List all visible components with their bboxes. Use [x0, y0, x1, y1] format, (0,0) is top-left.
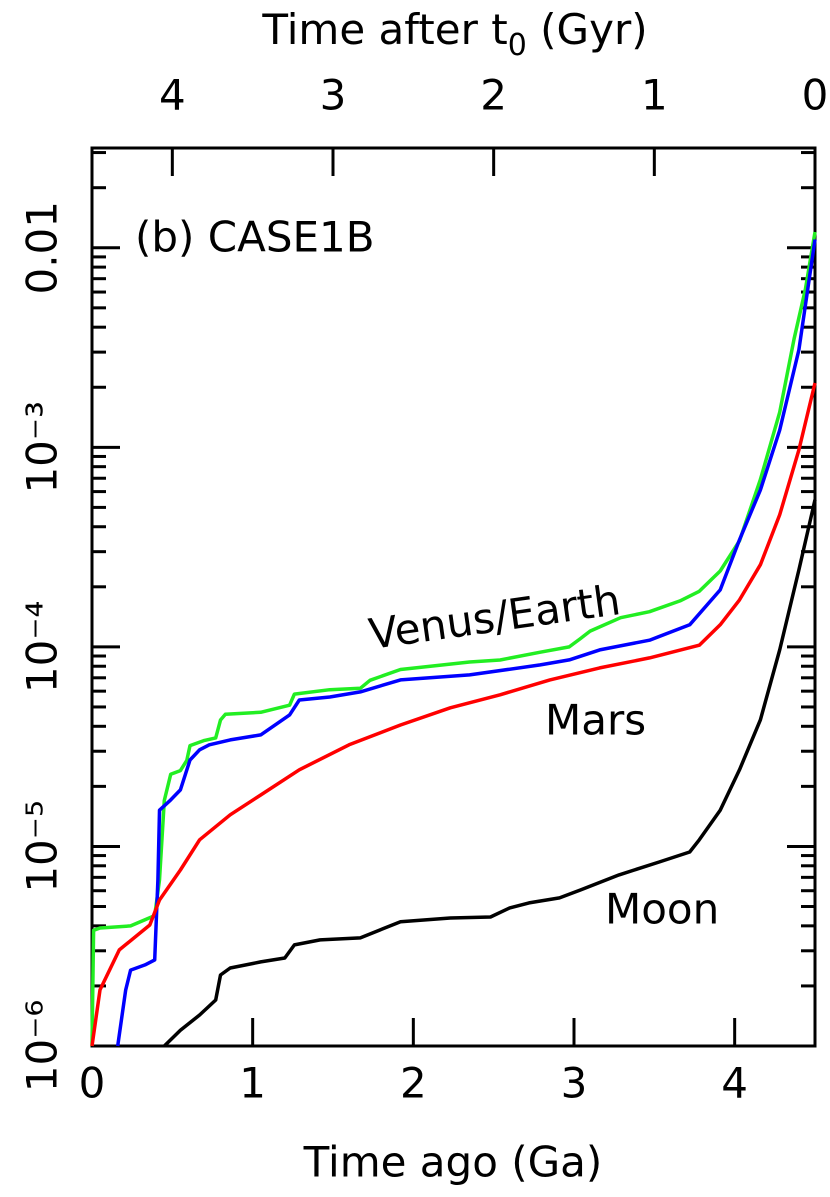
y-tick-label: 10⁻⁶	[18, 1000, 67, 1092]
series-line	[90, 382, 817, 1047]
series-line	[163, 499, 817, 1048]
top-tick-label: 3	[320, 71, 347, 120]
y-tick-label: 0.01	[18, 201, 67, 295]
series-label: Mars	[545, 696, 646, 745]
x-tick-label: 2	[400, 1059, 427, 1108]
panel-label: (b) CASE1B	[135, 213, 375, 262]
plot-frame	[90, 146, 817, 1048]
series-line	[90, 231, 817, 1047]
top-axis-label-subscript: 0	[508, 28, 527, 63]
series-line	[115, 239, 817, 1047]
y-tick-label: 10⁻⁵	[18, 800, 67, 892]
series-label: Venus/Earth	[366, 575, 624, 659]
top-tick-label: 4	[159, 71, 186, 120]
top-axis-label: Time after t0 (Gyr)	[261, 5, 647, 63]
x-tick-label: 4	[721, 1059, 748, 1108]
top-axis-label-part: (Gyr)	[527, 5, 648, 54]
x-tick-label: 1	[239, 1059, 266, 1108]
y-tick-label: 10⁻⁴	[18, 601, 67, 693]
x-tick-label: 0	[79, 1059, 106, 1108]
x-tick-label: 3	[561, 1059, 588, 1108]
top-axis-label-part: Time after t	[261, 5, 507, 54]
y-tick-label: 10⁻³	[18, 401, 67, 493]
top-tick-label: 1	[641, 71, 668, 120]
top-tick-label: 0	[802, 71, 829, 120]
series-label: Moon	[605, 885, 719, 934]
x-axis-label: Time ago (Ga)	[303, 1138, 603, 1187]
top-tick-label: 2	[480, 71, 507, 120]
